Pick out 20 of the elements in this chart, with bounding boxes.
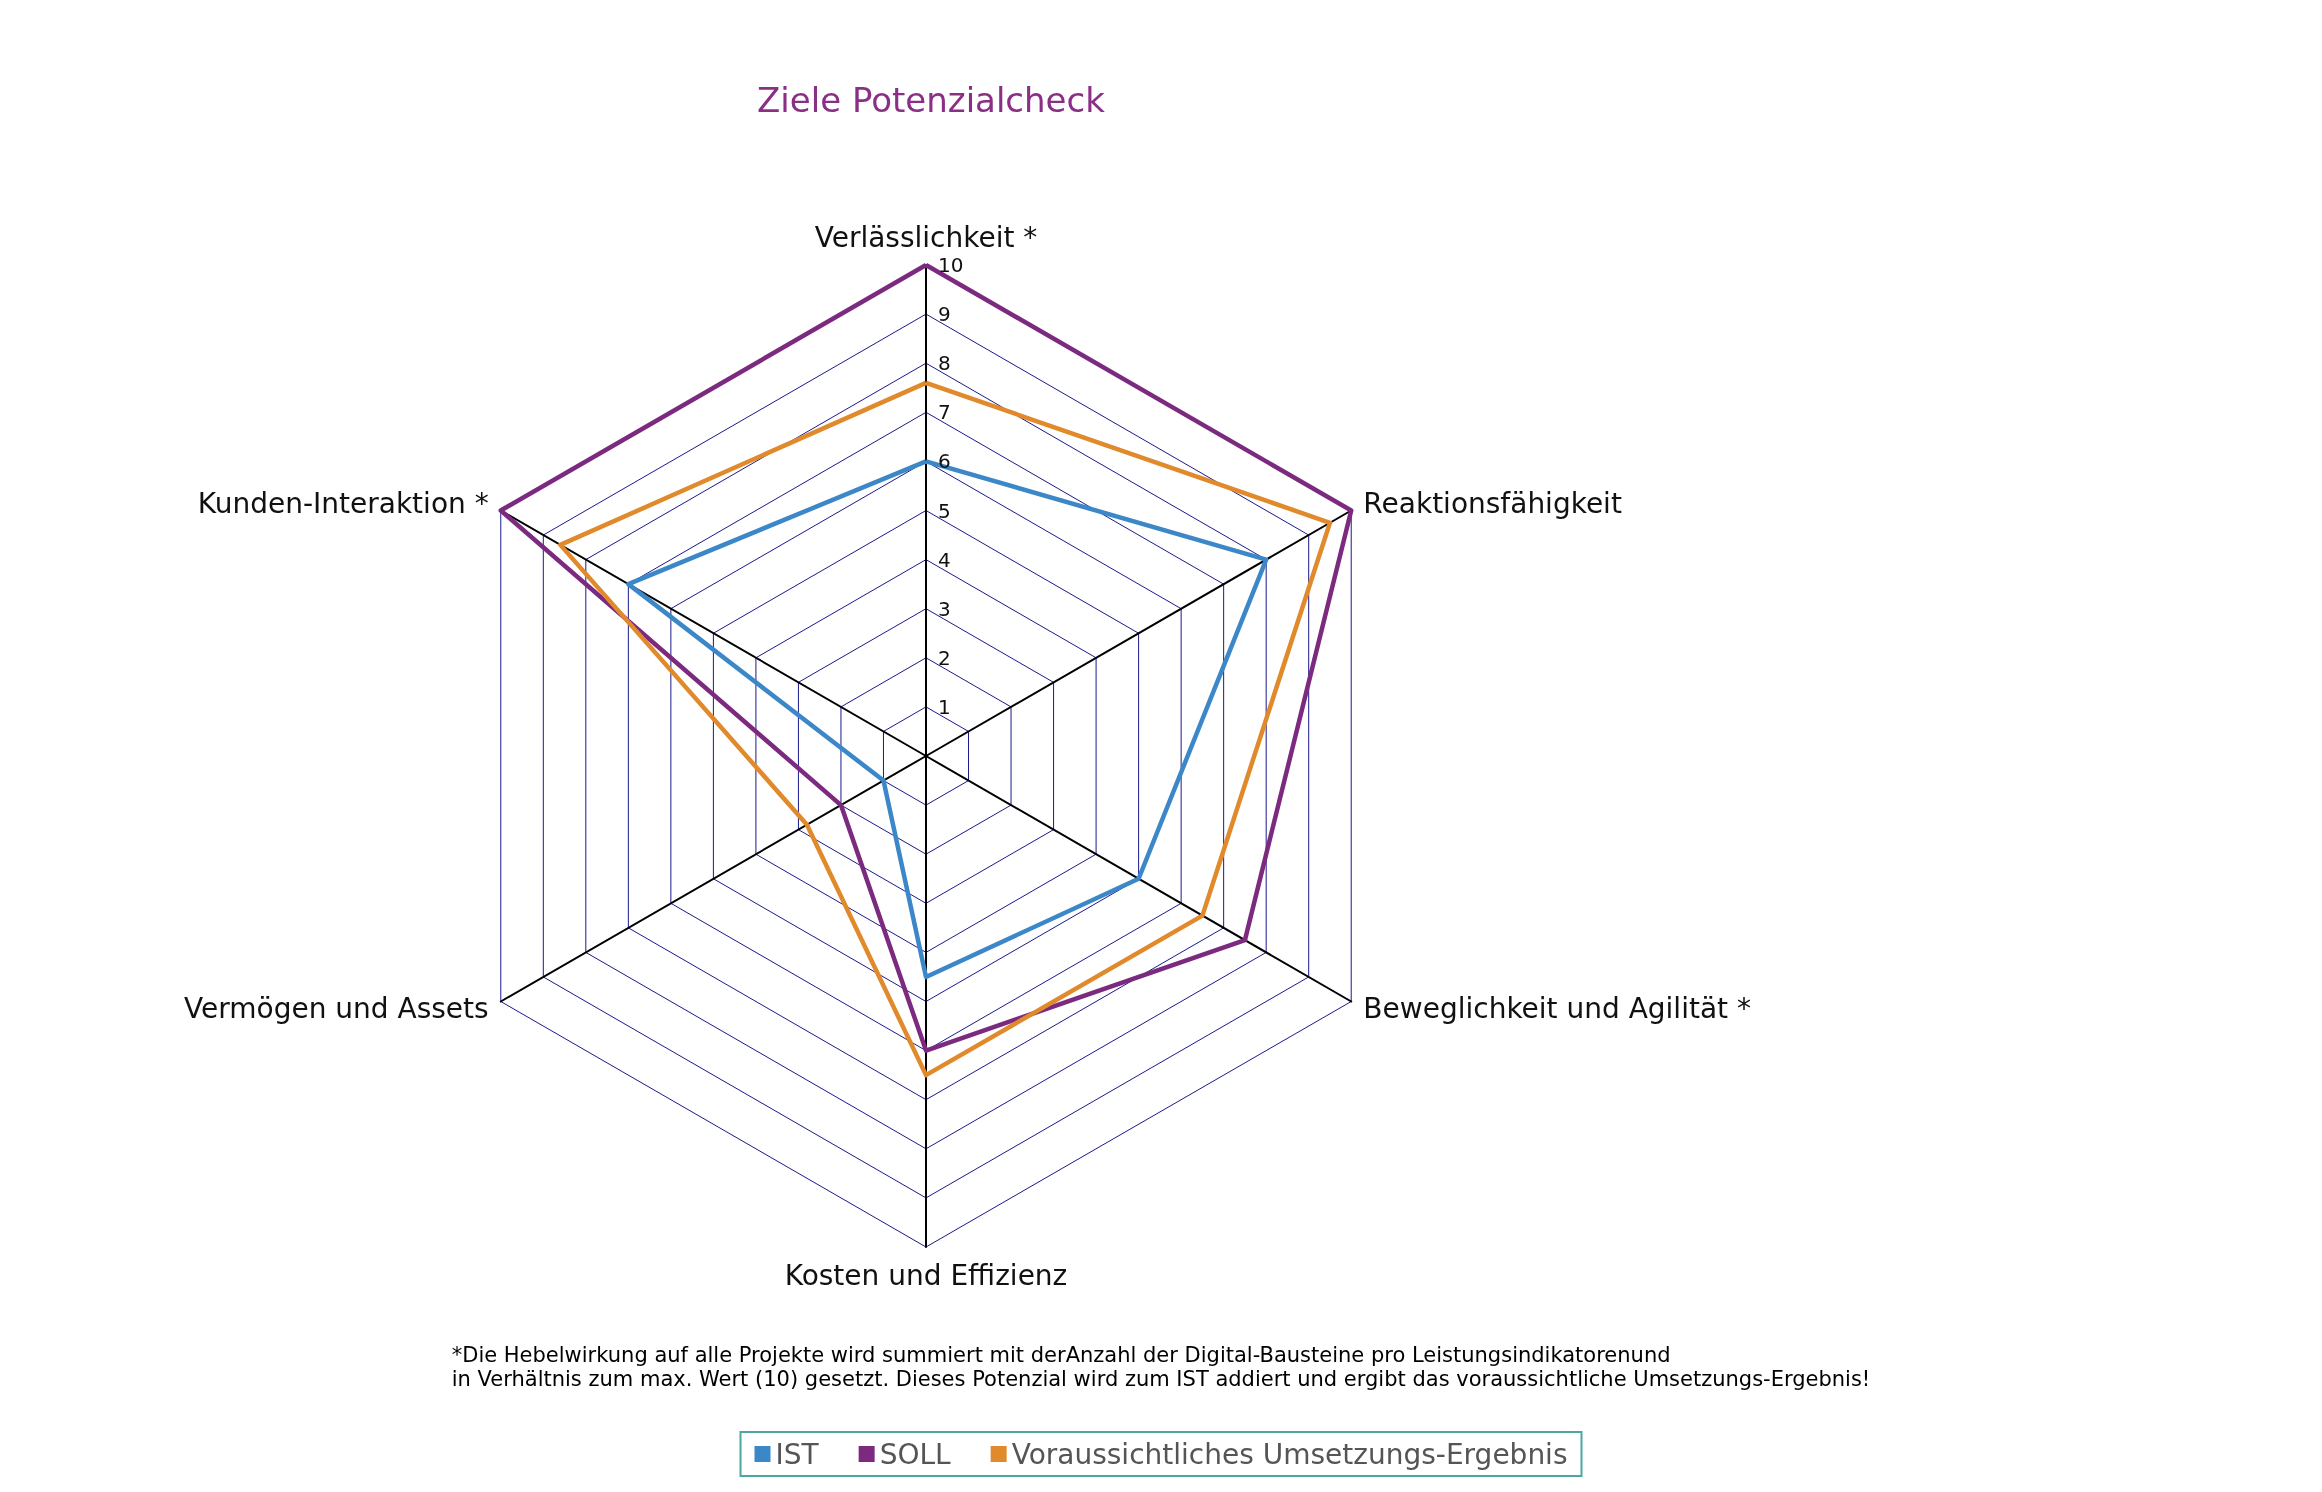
y-tick-label: 7 xyxy=(938,400,951,425)
y-tick-label: 4 xyxy=(938,547,951,572)
y-tick-label: 8 xyxy=(938,351,951,376)
y-tick-label: 1 xyxy=(938,694,951,719)
legend-label: IST xyxy=(775,1437,820,1471)
spoke-label: Vermögen und Assets xyxy=(184,992,489,1025)
spoke-label: Verlässlichkeit * xyxy=(814,220,1038,254)
y-tick-label: 9 xyxy=(938,302,951,327)
spoke-label: Reaktionsfähigkeit xyxy=(1363,487,1622,520)
y-tick-label: 10 xyxy=(938,253,964,277)
y-tick-label: 2 xyxy=(938,645,951,670)
spoke-label: Kosten und Effizienz xyxy=(784,1258,1068,1292)
spoke-label: Kunden-Interaktion * xyxy=(197,487,489,520)
text: *Die Hebelwirkung auf alle Projekte wird summiert mit derAnzahl der Digital-Bausteine pro Leistungsindikatorenund in Verhältnis zum max. Wert (10) gesetzt. Dieses Potenzial wird zum IST addiert und ergibt das voraussichtliche Umsetzungs-Ergebnis! xyxy=(451,1343,1871,1391)
y-tick-label: 5 xyxy=(938,498,951,523)
y-tick-label: 3 xyxy=(938,596,951,621)
legend-label: Voraussichtliches Umsetzungs-Ergebnis xyxy=(1011,1437,1568,1471)
spoke-label: Beweglichkeit und Agilität * xyxy=(1363,992,1751,1025)
chart-title: Ziele Potenzialcheck xyxy=(757,80,1106,120)
legend-label: SOLL xyxy=(879,1437,952,1471)
